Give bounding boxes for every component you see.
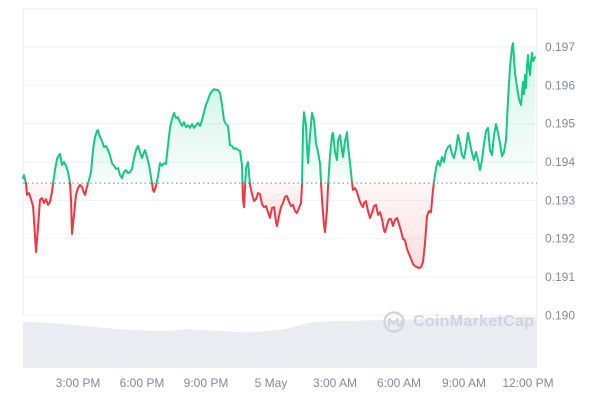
area-above-baseline	[433, 43, 535, 184]
area-below-baseline	[249, 183, 303, 227]
x-axis-label: 6:00 PM	[120, 376, 165, 390]
y-axis-label: 0.192	[545, 232, 575, 246]
area-below-baseline	[321, 183, 329, 233]
price-line-segment-down	[351, 182, 435, 270]
y-axis-label: 0.194	[545, 155, 575, 169]
y-axis-label: 0.193	[545, 193, 575, 207]
y-axis-label: 0.190	[545, 308, 575, 322]
price-line-segment-up	[327, 131, 354, 185]
volume-area	[23, 316, 537, 368]
y-axis-label: 0.195	[545, 117, 575, 131]
price-line-segment-up	[52, 152, 71, 185]
price-line-segment-up	[301, 111, 323, 185]
price-line-segment-down	[241, 182, 247, 209]
area-below-baseline	[70, 183, 89, 235]
price-line-segment-up	[22, 174, 27, 185]
price-line-segment-up	[87, 129, 153, 185]
x-axis-label: 3:00 PM	[56, 376, 101, 390]
x-axis: 3:00 PM 6:00 PM 9:00 PM 5 May 3:00 AM 6:00 AM…	[56, 376, 554, 390]
x-axis-label: 6:00 AM	[377, 376, 421, 390]
y-axis-label: 0.197	[545, 40, 575, 54]
area-above-baseline	[156, 89, 243, 184]
x-axis-label: 5 May	[255, 376, 288, 390]
area-above-baseline	[88, 130, 152, 184]
x-axis-label: 12:00 PM	[502, 376, 553, 390]
x-axis-label: 3:00 AM	[313, 376, 357, 390]
price-line-segment-down	[320, 182, 330, 234]
y-axis-label: 0.196	[545, 78, 575, 92]
y-axis: 0.197 0.196 0.195 0.194 0.193 0.192 0.191 0.190	[545, 40, 575, 322]
x-axis-label: 9:00 AM	[442, 376, 486, 390]
price-line-segment-down	[69, 182, 90, 236]
price-line-segment-up	[244, 160, 251, 185]
price-line-segment-down	[150, 182, 158, 193]
price-line-segment-down	[248, 182, 304, 228]
price-line	[22, 42, 536, 270]
x-axis-label: 9:00 PM	[184, 376, 229, 390]
area-below-baseline	[25, 183, 54, 253]
price-fills	[23, 43, 535, 269]
price-line-segment-up	[155, 88, 244, 185]
area-above-baseline	[302, 112, 322, 184]
price-line-segment-down	[24, 182, 55, 254]
price-line-segment-up	[432, 42, 536, 185]
y-axis-label: 0.191	[545, 270, 575, 284]
